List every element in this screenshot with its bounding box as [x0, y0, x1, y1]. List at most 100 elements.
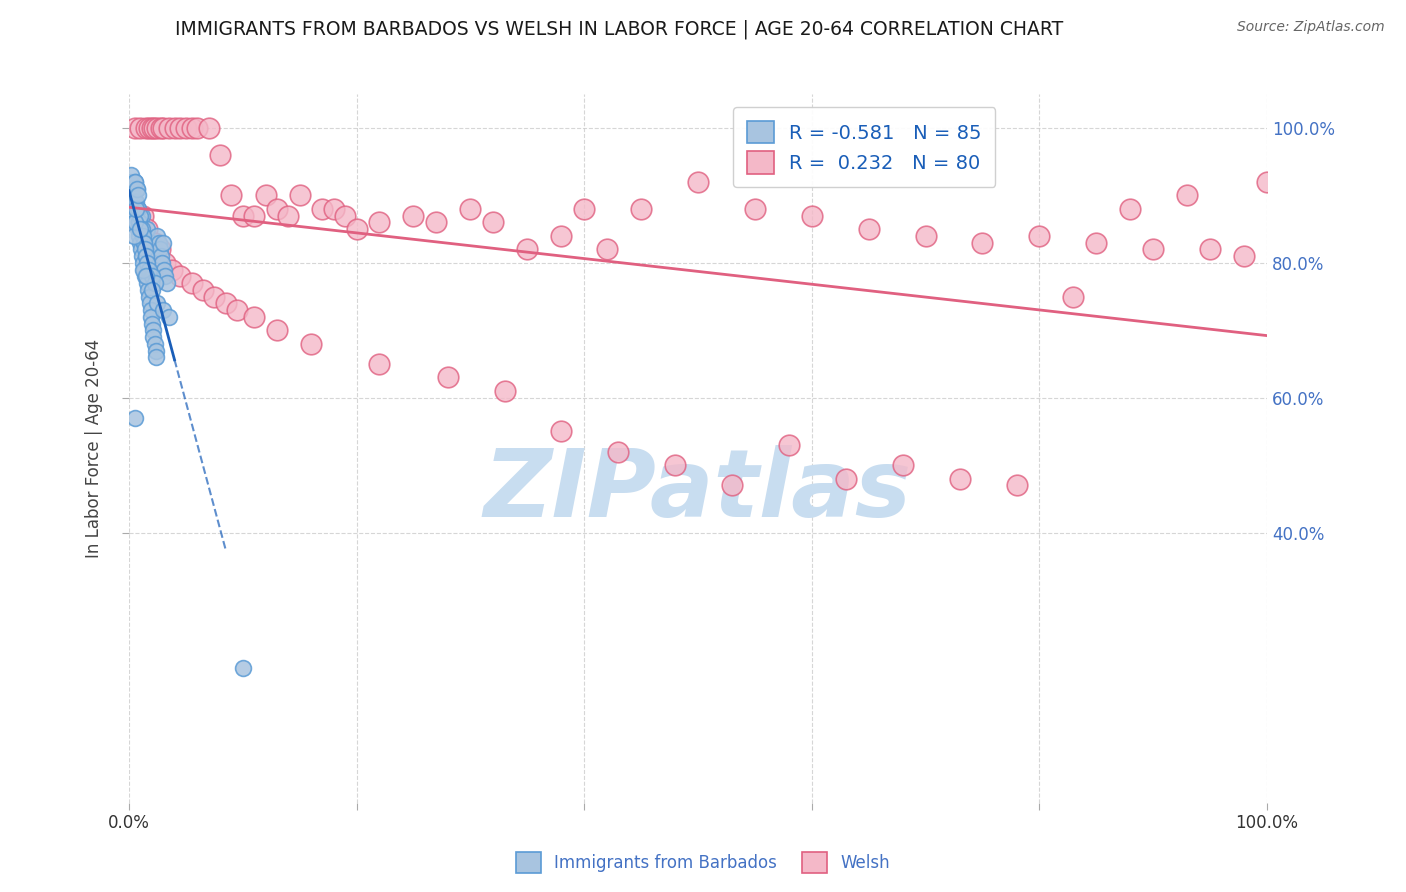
- Point: [368, 215, 391, 229]
- Point: [149, 242, 172, 256]
- Point: [1005, 478, 1028, 492]
- Point: [152, 120, 174, 135]
- Point: [125, 215, 148, 229]
- Point: [146, 228, 169, 243]
- Point: [232, 209, 254, 223]
- Point: [208, 148, 231, 162]
- Point: [134, 262, 156, 277]
- Point: [136, 222, 159, 236]
- Point: [1028, 228, 1050, 243]
- Point: [125, 202, 148, 216]
- Point: [572, 202, 595, 216]
- Text: Source: ZipAtlas.com: Source: ZipAtlas.com: [1237, 20, 1385, 34]
- Point: [131, 228, 153, 243]
- Point: [131, 222, 153, 236]
- Point: [972, 235, 994, 250]
- Point: [121, 181, 143, 195]
- Point: [800, 209, 823, 223]
- Text: ZIPatlas: ZIPatlas: [484, 445, 912, 537]
- Y-axis label: In Labor Force | Age 20-64: In Labor Force | Age 20-64: [86, 339, 103, 558]
- Point: [141, 242, 163, 256]
- Point: [136, 256, 159, 270]
- Point: [128, 235, 150, 250]
- Point: [1142, 242, 1164, 256]
- Point: [180, 120, 202, 135]
- Point: [135, 120, 157, 135]
- Point: [202, 289, 225, 303]
- Point: [127, 202, 149, 216]
- Point: [139, 296, 162, 310]
- Point: [131, 249, 153, 263]
- Point: [122, 202, 145, 216]
- Point: [160, 262, 183, 277]
- Point: [744, 202, 766, 216]
- Point: [630, 202, 652, 216]
- Point: [914, 228, 936, 243]
- Point: [131, 262, 153, 277]
- Point: [122, 188, 145, 202]
- Point: [482, 215, 505, 229]
- Point: [127, 188, 149, 202]
- Point: [132, 235, 155, 250]
- Point: [596, 242, 619, 256]
- Point: [143, 276, 166, 290]
- Point: [132, 235, 155, 250]
- Point: [1233, 249, 1256, 263]
- Point: [232, 660, 254, 674]
- Point: [131, 228, 153, 243]
- Point: [141, 283, 163, 297]
- Point: [131, 209, 153, 223]
- Point: [120, 168, 142, 182]
- Point: [134, 242, 156, 256]
- Point: [299, 336, 322, 351]
- Point: [835, 472, 858, 486]
- Point: [127, 202, 149, 216]
- Point: [134, 269, 156, 284]
- Point: [1199, 242, 1222, 256]
- Point: [129, 209, 152, 223]
- Point: [120, 175, 142, 189]
- Point: [550, 425, 572, 439]
- Point: [139, 303, 162, 318]
- Point: [121, 181, 143, 195]
- Point: [174, 120, 197, 135]
- Point: [346, 222, 368, 236]
- Point: [138, 262, 160, 277]
- Point: [368, 357, 391, 371]
- Point: [1256, 175, 1278, 189]
- Point: [335, 209, 357, 223]
- Point: [148, 235, 170, 250]
- Point: [607, 444, 630, 458]
- Point: [288, 188, 311, 202]
- Point: [122, 195, 145, 210]
- Point: [122, 195, 145, 210]
- Point: [778, 438, 800, 452]
- Point: [858, 222, 880, 236]
- Point: [163, 120, 186, 135]
- Point: [322, 202, 344, 216]
- Point: [266, 323, 288, 337]
- Point: [157, 310, 180, 324]
- Point: [180, 276, 202, 290]
- Point: [122, 228, 145, 243]
- Point: [146, 296, 169, 310]
- Legend: Immigrants from Barbados, Welsh: Immigrants from Barbados, Welsh: [509, 846, 897, 880]
- Point: [157, 120, 180, 135]
- Point: [132, 256, 155, 270]
- Point: [128, 228, 150, 243]
- Point: [686, 175, 709, 189]
- Point: [266, 202, 288, 216]
- Point: [129, 222, 152, 236]
- Point: [135, 249, 157, 263]
- Point: [152, 235, 174, 250]
- Point: [145, 351, 167, 365]
- Point: [149, 249, 172, 263]
- Point: [141, 310, 163, 324]
- Point: [550, 228, 572, 243]
- Point: [143, 235, 166, 250]
- Point: [135, 269, 157, 284]
- Point: [155, 269, 177, 284]
- Point: [128, 215, 150, 229]
- Point: [254, 188, 277, 202]
- Point: [145, 343, 167, 358]
